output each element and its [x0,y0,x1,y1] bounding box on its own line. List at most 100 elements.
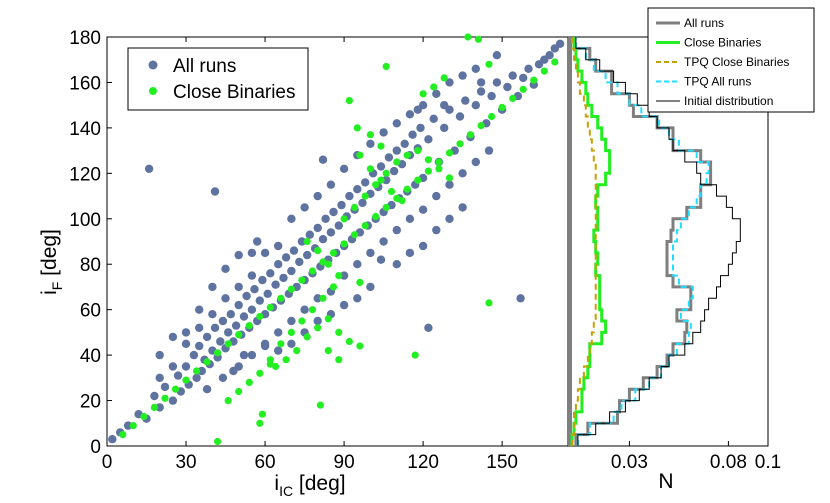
point-all-runs [221,294,230,303]
point-close-binaries [150,403,158,411]
histogram-legend: All runs Close Binaries TPQ Close Binaries… [647,7,815,113]
point-all-runs [229,366,238,376]
y-tick-label: 20 [80,392,101,413]
point-close-binaries [203,358,211,366]
point-close-binaries [551,58,559,66]
point-close-binaries [356,151,364,159]
point-all-runs [418,205,428,214]
histogram-panel: 0.03 0.08 0.1 N All runs Close Binaries TPQ … [567,7,815,493]
point-all-runs [210,323,220,332]
point-close-binaries [366,131,374,139]
point-all-runs [242,291,251,301]
point-all-runs [318,235,328,244]
hist-x-tick-label: 0.1 [755,452,781,473]
point-close-binaries [319,294,327,302]
point-all-runs [432,225,441,235]
point-all-runs [266,269,275,278]
y-tick-label: 160 [69,73,101,94]
scatter-points [108,33,565,446]
point-all-runs [155,403,164,412]
point-close-binaries [335,272,343,280]
point-all-runs [108,435,117,444]
y-tick-label: 40 [80,346,101,367]
histogram-x-ticks: 0.03 0.08 0.1 [611,441,781,473]
point-all-runs [440,123,449,133]
point-all-runs [334,221,343,230]
point-all-runs [392,119,401,128]
point-all-runs [503,82,512,92]
point-close-binaries [340,240,348,248]
y-tick-label: 100 [69,210,101,231]
scatter-legend-box [127,47,309,111]
point-all-runs [313,294,322,303]
point-all-runs [224,328,233,337]
point-close-binaries [414,147,422,155]
point-all-runs [260,248,270,258]
hist-legend-label-close-binaries: Close Binaries [684,36,761,50]
point-all-runs [274,328,283,337]
point-close-binaries [324,260,332,268]
point-close-binaries [445,149,454,157]
histogram-x-axis-label: N [658,470,673,493]
point-close-binaries [411,351,419,359]
point-all-runs [432,89,441,99]
point-close-binaries [316,401,324,409]
point-all-runs [379,237,388,246]
point-close-binaries [377,176,385,184]
point-close-binaries [419,90,427,98]
hist-legend-label-initial-distribution: Initial distribution [684,94,773,108]
point-close-binaries [214,437,222,446]
point-all-runs [524,64,533,74]
series-close-binaries [119,33,559,446]
point-all-runs [274,346,283,355]
point-close-binaries [445,174,454,182]
point-close-binaries [140,412,148,421]
point-close-binaries [171,385,180,393]
point-all-runs [263,289,272,298]
point-close-binaries [335,328,343,336]
point-all-runs [326,180,336,189]
point-all-runs [260,339,270,348]
x-tick-label: 90 [334,452,355,473]
point-close-binaries [372,212,380,221]
point-all-runs [239,350,249,360]
point-all-runs [445,214,454,223]
point-all-runs [287,316,296,326]
point-all-runs [379,128,388,137]
point-all-runs [492,78,502,87]
point-close-binaries [256,369,264,377]
point-close-binaries [266,360,274,368]
point-all-runs [123,421,133,430]
y-axis-label: iF [deg] [38,229,65,295]
y-tick-label: 180 [69,28,101,49]
point-all-runs [384,153,394,162]
point-all-runs [239,312,249,321]
point-close-binaries [398,197,406,205]
point-close-binaries [519,85,527,93]
point-all-runs [337,200,346,210]
point-close-binaries [256,419,264,427]
point-all-runs [287,266,296,276]
point-all-runs [168,332,178,342]
point-close-binaries [308,267,317,275]
point-close-binaries [119,431,127,439]
y-tick-label: 140 [69,119,101,140]
point-all-runs [226,310,235,319]
point-all-runs [392,260,401,269]
point-close-binaries [287,328,295,336]
point-all-runs [318,155,328,164]
scatter-panel: 0 30 60 90 120 150 0 20 40 60 80 100 120 140 160 180 i… [38,28,569,499]
point-close-binaries [324,315,332,323]
point-all-runs [250,285,259,294]
point-close-binaries [329,249,338,257]
point-all-runs [195,341,204,351]
point-close-binaries [351,203,359,211]
point-all-runs [424,323,433,332]
point-all-runs [234,282,243,292]
point-all-runs [287,339,296,348]
point-all-runs [455,112,465,121]
point-close-binaries [351,231,359,239]
hist-line-all-runs [572,37,713,446]
legend-label-close-binaries: Close Binaries [173,82,296,103]
